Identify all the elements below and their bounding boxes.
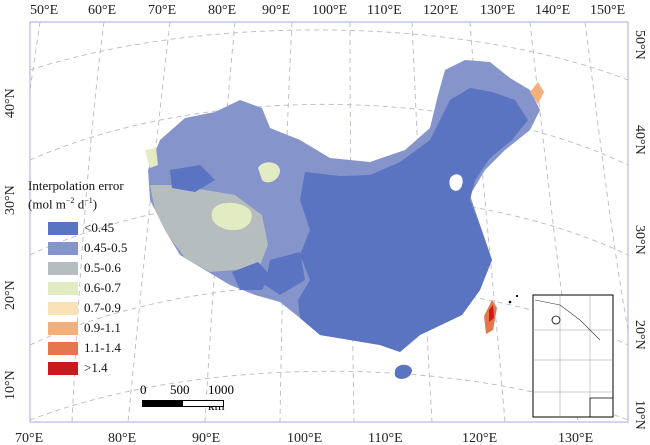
- legend-label: 0.7-0.9: [84, 300, 121, 316]
- left-lat-label-0: 40°N: [3, 88, 18, 118]
- island-dot: [508, 300, 512, 304]
- top-lon-label-0: 50°E: [30, 3, 58, 18]
- bottom-lon-label-0: 70°E: [15, 431, 43, 445]
- top-lon-label-6: 110°E: [367, 3, 402, 18]
- bottom-longitude-labels: 70°E 80°E 90°E 100°E 110°E 120°E 130°E: [15, 431, 593, 445]
- scale-tick-0: 0: [140, 382, 147, 397]
- top-longitude-labels: 50°E 60°E 70°E 80°E 90°E 100°E 110°E 120°E 130°E…: [30, 3, 625, 18]
- legend-item: 0.45-0.5: [28, 238, 127, 258]
- top-lon-label-7: 120°E: [423, 3, 458, 18]
- top-lon-label-9: 140°E: [535, 3, 570, 18]
- legend-swatch: [48, 261, 78, 275]
- legend-label: 0.6-0.7: [84, 280, 121, 296]
- hainan-island: [395, 364, 412, 379]
- bottom-lon-label-4: 110°E: [368, 431, 403, 445]
- left-latitude-labels: 40°N 30°N 20°N 10°N: [3, 88, 18, 400]
- top-lon-label-4: 90°E: [262, 3, 290, 18]
- legend-swatch: [48, 281, 78, 295]
- china-landmass: [145, 60, 544, 379]
- legend-item: <0.45: [28, 218, 127, 238]
- region-0.6-0.7-edge: [145, 148, 158, 168]
- region-lt-0.45-main: [298, 88, 528, 352]
- right-latitude-labels: 50°N 40°N 30°N 20°N 10°N: [632, 30, 647, 430]
- top-lon-label-5: 100°E: [312, 3, 347, 18]
- legend-label: 0.5-0.6: [84, 260, 121, 276]
- south-china-sea-inset: [532, 294, 614, 418]
- scale-tick-500: 500: [170, 382, 190, 397]
- region-0.6-0.7-north: [258, 162, 280, 183]
- legend-label: 0.9-1.1: [84, 320, 121, 336]
- northeast-tip: [530, 82, 544, 104]
- legend-swatch: [48, 221, 78, 235]
- legend-swatch: [48, 341, 78, 355]
- map-frame: [29, 21, 629, 423]
- legend-swatch: [48, 241, 78, 255]
- legend-swatch: [48, 301, 78, 315]
- legend-item: >1.4: [28, 358, 127, 378]
- legend-swatch: [48, 321, 78, 335]
- right-lat-label-2: 30°N: [632, 225, 647, 255]
- scale-tick-1000: 1000 km: [208, 382, 234, 413]
- bottom-lon-label-6: 130°E: [558, 431, 593, 445]
- legend-items: <0.45 0.45-0.5 0.5-0.6 0.6-0.7 0.7-0.9 0.9-1.…: [28, 218, 127, 378]
- top-lon-label-10: 150°E: [590, 3, 625, 18]
- legend-item: 0.9-1.1: [28, 318, 127, 338]
- legend-label: <0.45: [84, 220, 115, 236]
- bottom-lon-label-3: 100°E: [287, 431, 322, 445]
- top-lon-label-8: 130°E: [480, 3, 515, 18]
- left-lat-label-2: 20°N: [3, 280, 18, 310]
- top-lon-label-2: 70°E: [148, 3, 176, 18]
- taiwan-top: [489, 305, 494, 322]
- legend-swatch: [48, 361, 78, 375]
- bohai-sea: [448, 173, 464, 192]
- legend-unit: (mol m−2 d−1): [28, 196, 98, 212]
- region-0.6-0.7-west: [211, 202, 252, 231]
- legend: Interpolation error (mol m−2 d−1) <0.45 0…: [28, 178, 127, 378]
- top-lon-label-1: 60°E: [88, 3, 116, 18]
- scale-bar-graphic: [142, 400, 224, 407]
- right-lat-label-4: 10°N: [632, 400, 647, 430]
- left-lat-label-1: 30°N: [3, 185, 18, 215]
- legend-label: 0.45-0.5: [84, 240, 128, 256]
- legend-item: 0.5-0.6: [28, 258, 127, 278]
- bottom-lon-label-5: 120°E: [462, 431, 497, 445]
- legend-item: 0.6-0.7: [28, 278, 127, 298]
- legend-label: 1.1-1.4: [84, 340, 121, 356]
- top-lon-label-3: 80°E: [208, 3, 236, 18]
- region-lt-0.45-west: [232, 262, 270, 290]
- right-lat-label-0: 50°N: [632, 30, 647, 60]
- legend-title: Interpolation error: [28, 178, 124, 193]
- region-lt-0.45-tibet: [265, 252, 305, 295]
- left-lat-label-3: 10°N: [3, 370, 18, 400]
- island-dot: [515, 294, 519, 298]
- right-lat-label-1: 40°N: [632, 125, 647, 155]
- legend-item: 1.1-1.4: [28, 338, 127, 358]
- bottom-lon-label-1: 80°E: [108, 431, 136, 445]
- right-lat-label-3: 20°N: [632, 320, 647, 350]
- legend-item: 0.7-0.9: [28, 298, 127, 318]
- region-lt-0.45-north: [170, 165, 215, 192]
- bottom-lon-label-2: 90°E: [192, 431, 220, 445]
- legend-label: >1.4: [84, 360, 108, 376]
